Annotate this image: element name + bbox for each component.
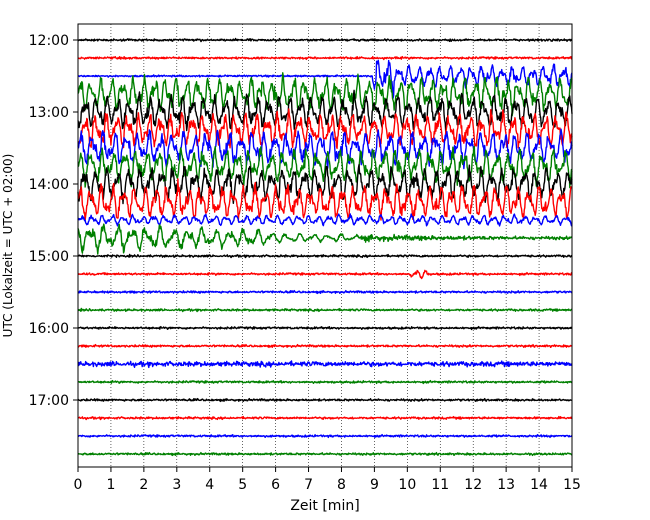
trace-1515 (77, 269, 573, 280)
y-tick-label: 15:00 (29, 249, 69, 265)
trace-1200 (77, 37, 573, 43)
trace-1230 (77, 59, 573, 99)
trace-1245 (77, 72, 573, 117)
grid-lines (110, 24, 540, 467)
x-tick-label: 9 (370, 477, 379, 493)
y-axis-label: UTC (Lokalzeit = UTC + 02:00) (1, 154, 15, 338)
x-tick-label: 3 (172, 477, 181, 493)
x-tick-label: 7 (304, 477, 313, 493)
x-axis-ticks: 0 1 2 3 4 5 6 7 8 9 10 11 12 13 14 15 (74, 467, 581, 493)
x-axis-label: Zeit [min] (290, 498, 359, 514)
x-tick-label: 13 (497, 477, 515, 493)
x-tick-label: 14 (530, 477, 548, 493)
trace-1615 (77, 343, 573, 349)
x-tick-label: 6 (271, 477, 280, 493)
trace-1545 (77, 307, 573, 313)
y-tick-label: 16:00 (29, 321, 69, 337)
trace-1745 (77, 451, 573, 457)
trace-1600 (77, 325, 573, 331)
trace-1715 (77, 415, 573, 421)
trace-1630 (77, 360, 573, 369)
trace-1315 (77, 108, 573, 150)
x-tick-label: 2 (139, 477, 148, 493)
plot-frame (77, 23, 573, 468)
y-axis-ticks: 12:00 13:00 14:00 15:00 16:00 17:00 (29, 33, 78, 409)
trace-1700 (77, 397, 573, 403)
y-tick-label: 12:00 (29, 33, 69, 49)
x-tick-label: 4 (205, 477, 214, 493)
y-tick-label: 17:00 (29, 393, 69, 409)
trace-group (77, 37, 573, 457)
y-tick-label: 13:00 (29, 105, 69, 121)
x-tick-label: 5 (238, 477, 247, 493)
x-tick-label: 15 (563, 477, 581, 493)
y-tick-label: 14:00 (29, 177, 69, 193)
x-tick-label: 0 (74, 477, 83, 493)
trace-1645 (77, 379, 573, 385)
x-tick-label: 10 (398, 477, 416, 493)
x-tick-label: 1 (106, 477, 115, 493)
x-tick-label: 12 (464, 477, 482, 493)
x-tick-label: 11 (431, 477, 449, 493)
trace-1430 (77, 213, 573, 227)
trace-1330 (77, 128, 573, 170)
trace-1730 (77, 433, 573, 439)
trace-1530 (77, 289, 573, 295)
trace-1445 (77, 223, 573, 255)
trace-1400 (77, 163, 573, 205)
trace-1500 (77, 253, 573, 259)
trace-1415 (77, 178, 573, 222)
x-tick-label: 8 (337, 477, 346, 493)
trace-1215 (77, 55, 573, 61)
